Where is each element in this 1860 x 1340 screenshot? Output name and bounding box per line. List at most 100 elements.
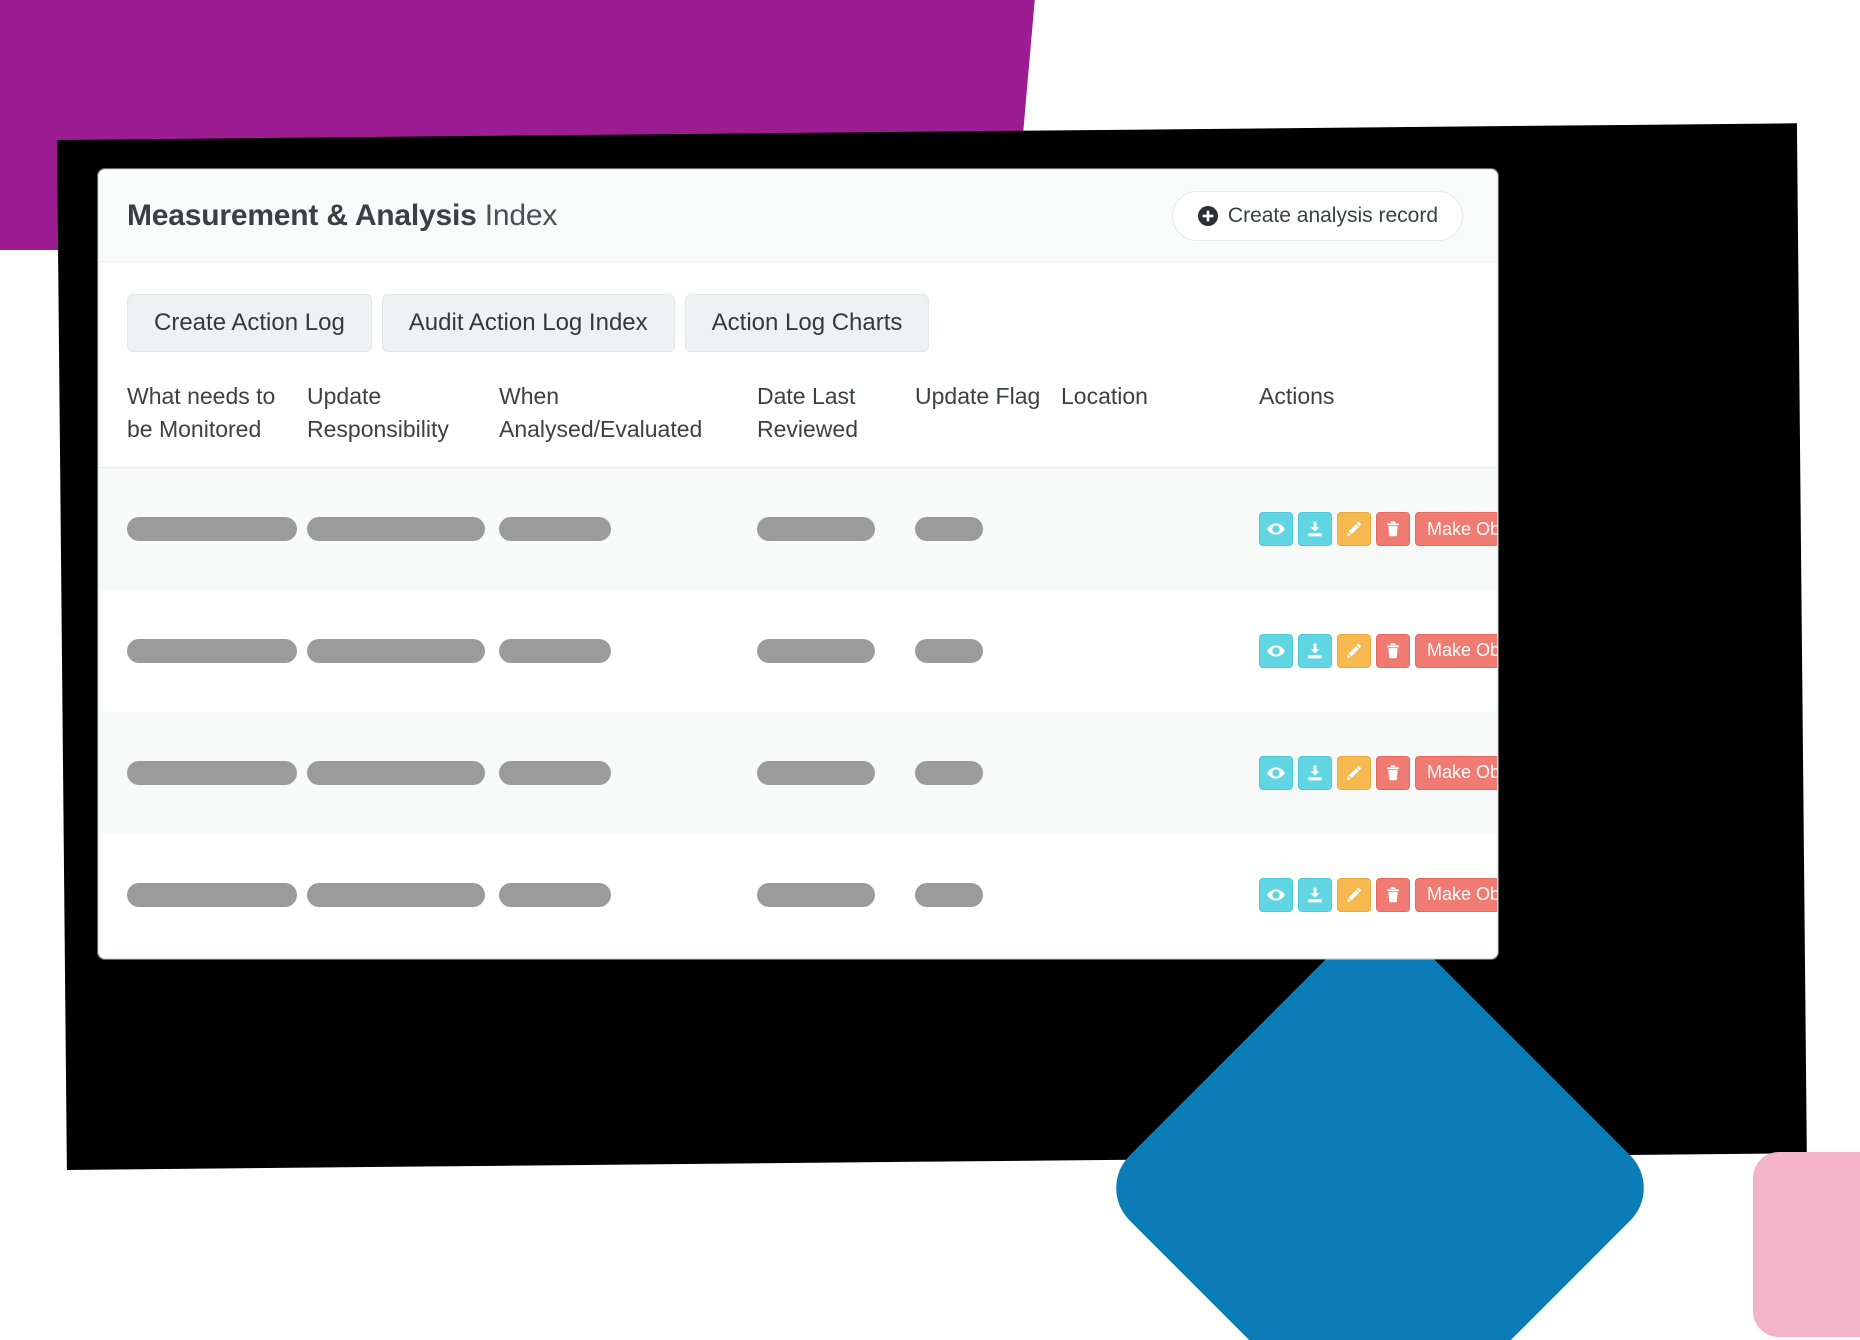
card-header: Measurement & Analysis Index Create anal… — [99, 170, 1497, 262]
cell-date-last-reviewed — [749, 711, 907, 834]
cell-location — [1053, 590, 1251, 712]
download-record-button[interactable] — [1298, 755, 1332, 790]
placeholder-bar — [499, 638, 611, 663]
tab-audit-action-log-index-label: Audit Action Log Index — [408, 309, 648, 336]
column-header-what-needs-monitored: What needs to be Monitored — [99, 366, 299, 469]
make-obsolete-label: Make Obsolete — [1427, 762, 1498, 783]
page-title: Measurement & Analysis Index — [127, 199, 557, 233]
placeholder-bar — [757, 638, 875, 663]
create-analysis-record-button[interactable]: Create analysis record — [1171, 190, 1463, 241]
placeholder-bar — [127, 517, 297, 542]
eye-icon — [1266, 885, 1286, 905]
download-record-button[interactable] — [1298, 633, 1332, 668]
cell-actions: Make Obsolete — [1251, 590, 1497, 712]
delete-record-button[interactable] — [1376, 512, 1410, 547]
eye-icon — [1266, 763, 1286, 783]
column-header-date-last-reviewed: Date Last Reviewed — [749, 366, 907, 469]
cell-location — [1053, 467, 1251, 590]
column-header-when-analysed-evaluated: When Analysed/Evaluated — [491, 366, 749, 469]
pencil-icon — [1344, 885, 1364, 905]
make-obsolete-button[interactable]: Make Obsolete — [1415, 512, 1498, 547]
cell-update-responsibility — [299, 467, 491, 590]
view-record-button[interactable] — [1259, 877, 1293, 912]
edit-record-button[interactable] — [1337, 755, 1371, 790]
cell-date-last-reviewed — [749, 834, 907, 956]
cell-update-flag — [907, 467, 1053, 590]
view-record-button[interactable] — [1259, 755, 1293, 790]
tab-create-action-log-label: Create Action Log — [154, 309, 345, 336]
cell-update-flag — [907, 590, 1053, 712]
trash-icon — [1383, 763, 1403, 783]
cell-when-analysed-evaluated — [491, 834, 749, 956]
tab-action-log-charts-label: Action Log Charts — [711, 309, 903, 336]
table-body: Make Obsolete — [99, 467, 1498, 956]
row-action-group: Make Obsolete — [1259, 633, 1497, 668]
cell-actions: Make Obsolete — [1251, 467, 1498, 590]
make-obsolete-label: Make Obsolete — [1427, 518, 1498, 539]
cell-date-last-reviewed — [749, 467, 907, 590]
make-obsolete-button[interactable]: Make Obsolete — [1415, 755, 1498, 790]
tab-create-action-log[interactable]: Create Action Log — [127, 294, 372, 352]
column-header-location: Location — [1053, 366, 1251, 469]
placeholder-bar — [499, 882, 611, 907]
trash-icon — [1383, 885, 1403, 905]
placeholder-bar — [757, 517, 875, 542]
eye-icon — [1266, 641, 1286, 661]
cell-update-flag — [907, 834, 1053, 956]
trash-icon — [1383, 519, 1403, 539]
view-record-button[interactable] — [1259, 512, 1293, 547]
delete-record-button[interactable] — [1376, 877, 1410, 912]
placeholder-bar — [307, 517, 485, 542]
download-record-button[interactable] — [1298, 877, 1332, 912]
tab-audit-action-log-index[interactable]: Audit Action Log Index — [381, 294, 675, 352]
pencil-icon — [1344, 641, 1364, 661]
decorative-pink-square — [1753, 1152, 1860, 1337]
placeholder-bar — [307, 638, 485, 663]
cell-when-analysed-evaluated — [491, 590, 749, 712]
download-icon — [1305, 641, 1325, 661]
row-action-group: Make Obsolete — [1259, 755, 1497, 790]
table-row[interactable]: Make Obsolete — [99, 711, 1497, 834]
table-row[interactable]: Make Obsolete — [99, 467, 1498, 590]
cell-what-needs-monitored — [99, 467, 299, 590]
placeholder-bar — [915, 638, 983, 663]
plus-circle-icon — [1197, 205, 1219, 227]
tab-action-log-charts[interactable]: Action Log Charts — [684, 294, 930, 352]
make-obsolete-button[interactable]: Make Obsolete — [1415, 877, 1497, 912]
table-row[interactable]: Make Obsolete — [99, 834, 1497, 956]
download-record-button[interactable] — [1298, 512, 1332, 547]
placeholder-bar — [127, 882, 297, 907]
table-row[interactable]: Make Obsolete — [99, 590, 1497, 712]
cell-update-responsibility — [299, 834, 491, 956]
placeholder-bar — [499, 517, 611, 542]
cell-location — [1053, 711, 1251, 834]
cell-what-needs-monitored — [99, 834, 299, 956]
placeholder-bar — [307, 760, 485, 785]
eye-icon — [1266, 519, 1286, 539]
placeholder-bar — [127, 760, 297, 785]
cell-actions: Make Obsolete — [1251, 711, 1497, 834]
make-obsolete-button[interactable]: Make Obsolete — [1415, 633, 1498, 668]
cell-location — [1053, 834, 1251, 956]
placeholder-bar — [915, 882, 983, 907]
create-analysis-record-label: Create analysis record — [1227, 203, 1438, 227]
placeholder-bar — [757, 882, 875, 907]
delete-record-button[interactable] — [1376, 633, 1410, 668]
column-header-update-responsibility: Update Responsibility — [299, 366, 491, 469]
edit-record-button[interactable] — [1337, 877, 1371, 912]
trash-icon — [1383, 641, 1403, 661]
download-icon — [1305, 885, 1325, 905]
view-record-button[interactable] — [1259, 633, 1293, 668]
column-header-actions: Actions — [1251, 366, 1497, 469]
page-title-strong: Measurement & Analysis — [127, 198, 477, 232]
make-obsolete-label: Make Obsolete — [1427, 640, 1498, 661]
edit-record-button[interactable] — [1337, 512, 1371, 547]
placeholder-bar — [127, 638, 297, 663]
measurement-analysis-card: Measurement & Analysis Index Create anal… — [98, 169, 1498, 959]
cell-update-responsibility — [299, 711, 491, 834]
placeholder-bar — [307, 882, 485, 907]
edit-record-button[interactable] — [1337, 633, 1371, 668]
table-header-row: What needs to be Monitored Update Respon… — [99, 366, 1497, 469]
delete-record-button[interactable] — [1376, 755, 1410, 790]
placeholder-bar — [915, 760, 983, 785]
